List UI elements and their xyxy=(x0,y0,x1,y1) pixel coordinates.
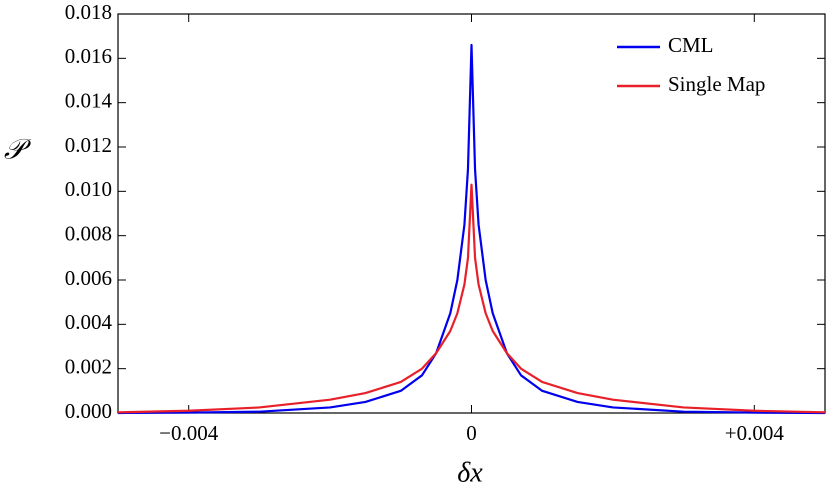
y-tick-label: 0.006 xyxy=(65,266,112,290)
y-tick-label: 0.002 xyxy=(65,354,112,378)
y-tick-label: 0.014 xyxy=(65,88,113,112)
series-line xyxy=(117,183,826,414)
y-axis-label: 𝒫 xyxy=(4,134,32,165)
x-tick-label: −0.004 xyxy=(159,421,219,445)
x-tick-label: 0 xyxy=(466,421,477,445)
y-tick-label: 0.000 xyxy=(65,399,112,423)
x-axis-label: δx xyxy=(457,457,483,488)
legend-label: Single Map xyxy=(668,72,765,96)
y-tick-label: 0.008 xyxy=(65,221,112,245)
series-line xyxy=(117,43,826,415)
x-tick-label: +0.004 xyxy=(725,421,785,445)
legend-label: CML xyxy=(668,33,714,57)
y-tick-label: 0.004 xyxy=(65,310,113,334)
y-tick-label: 0.018 xyxy=(65,0,112,24)
y-tick-label: 0.012 xyxy=(65,133,112,157)
y-tick-label: 0.010 xyxy=(65,177,112,201)
y-tick-label: 0.016 xyxy=(65,44,112,68)
